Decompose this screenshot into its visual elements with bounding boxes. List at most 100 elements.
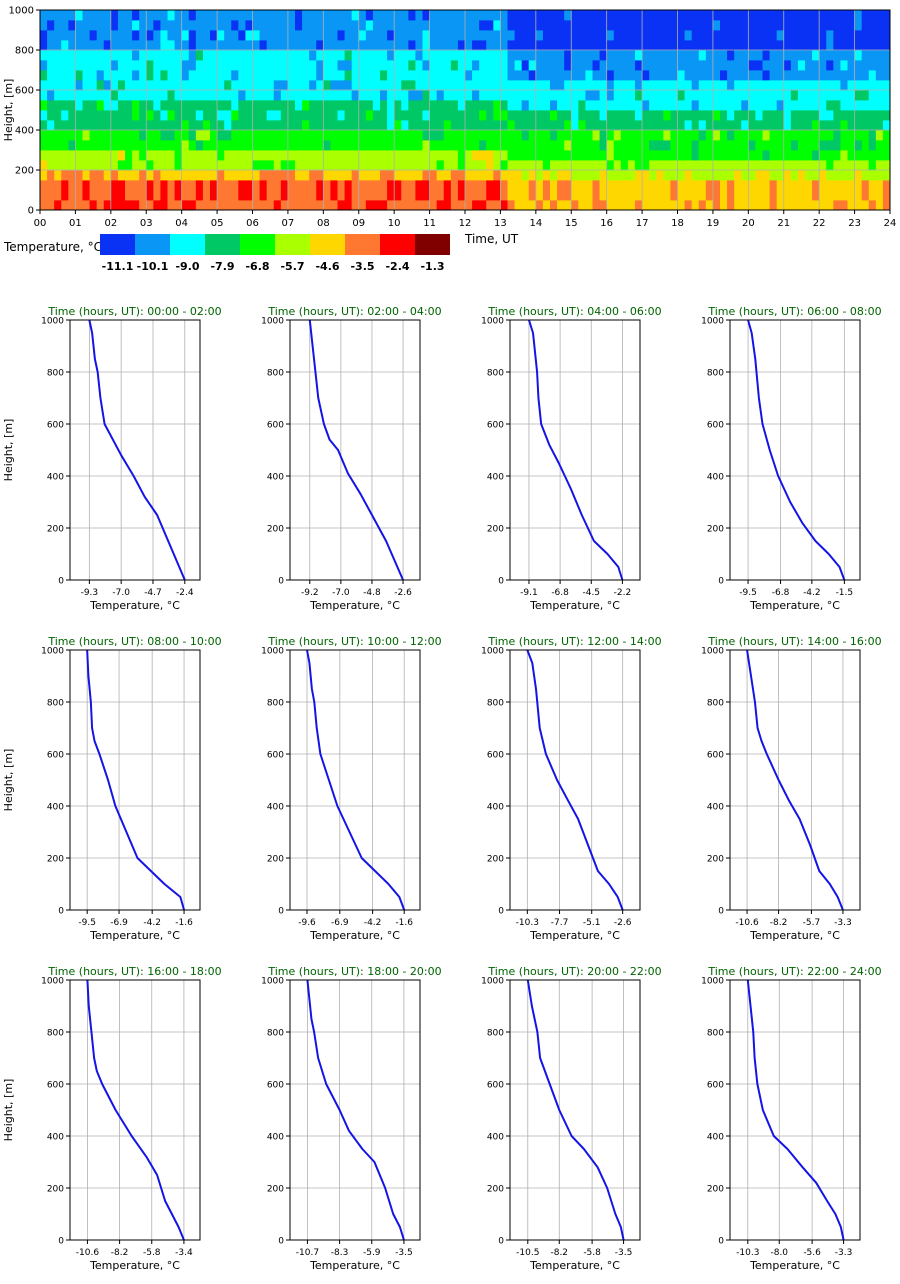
heatmap-cell: [635, 130, 643, 141]
x-tick-label: -6.8: [551, 588, 569, 598]
heatmap-cell: [125, 30, 133, 41]
heatmap-cell: [847, 70, 855, 81]
heatmap-cell: [819, 120, 827, 131]
heatmap-cell: [82, 30, 90, 41]
chart-title: Time (hours, UT): 22:00 - 24:00: [707, 965, 881, 978]
heatmap-cell: [493, 90, 501, 101]
heatmap-cell: [295, 80, 303, 91]
heatmap-cell: [542, 30, 551, 41]
heatmap-cell: [365, 100, 374, 111]
heatmap-cell: [521, 40, 530, 51]
heatmap-cell: [117, 170, 126, 181]
heatmap-cell: [302, 100, 310, 111]
heatmap-cell: [47, 90, 55, 101]
heatmap-cell: [365, 150, 374, 161]
heatmap-cell: [323, 160, 331, 171]
y-tick-label: 0: [278, 577, 284, 587]
heatmap-cell: [812, 60, 820, 71]
heatmap-cell: [812, 110, 820, 121]
heatmap-cell: [762, 10, 770, 21]
heatmap-cell: [868, 200, 877, 211]
heatmap-cell: [670, 80, 678, 91]
heatmap-cell: [344, 100, 353, 111]
heatmap-cell: [139, 70, 147, 81]
heatmap-cell: [748, 150, 756, 161]
heatmap-cell: [96, 60, 105, 71]
heatmap-cell: [181, 10, 190, 21]
y-tick-label: 200: [487, 1185, 504, 1195]
heatmap-cell: [642, 60, 650, 71]
heatmap-cell: [805, 110, 813, 121]
heatmap-cell: [174, 140, 183, 151]
heatmap-cell: [436, 20, 445, 31]
heatmap-cell: [472, 160, 480, 171]
heatmap-cell: [472, 200, 480, 211]
heatmap-cell: [266, 160, 275, 171]
heatmap-cell: [691, 150, 700, 161]
heatmap-cell: [833, 160, 841, 171]
heatmap-cell: [323, 170, 331, 181]
heatmap-cell: [259, 80, 268, 91]
heatmap-cell: [790, 160, 799, 171]
heatmap-cell: [635, 30, 643, 41]
heatmap-cell: [656, 180, 664, 201]
heatmap-cell: [450, 40, 459, 51]
heatmap-cell: [854, 170, 863, 181]
heatmap-cell: [365, 40, 374, 51]
x-tick-label: -10.6: [735, 918, 759, 928]
heatmap-cell: [727, 70, 735, 81]
x-tick-label: 18: [671, 218, 684, 229]
x-tick-label: 15: [565, 218, 578, 229]
heatmap-cell: [698, 90, 707, 101]
heatmap-cell: [125, 180, 133, 201]
heatmap-cell: [521, 140, 530, 151]
heatmap-cell: [245, 10, 253, 21]
heatmap-cell: [316, 200, 324, 211]
x-tick-label: -2.4: [176, 588, 194, 598]
heatmap-cell: [826, 140, 834, 151]
heatmap-cell: [599, 50, 608, 61]
heatmap-cell: [599, 10, 608, 21]
heatmap-cell: [493, 120, 501, 131]
heatmap-cell: [812, 170, 820, 181]
heatmap-cell: [330, 140, 338, 151]
heatmap-cell: [259, 200, 268, 211]
y-tick-label: 800: [47, 1029, 64, 1039]
y-tick-label: 400: [487, 1133, 504, 1143]
heatmap-cell: [450, 160, 459, 171]
heatmap-cell: [415, 110, 423, 121]
heatmap-cell: [465, 110, 473, 121]
heatmap-cell: [372, 30, 381, 41]
heatmap-cell: [663, 200, 671, 211]
heatmap-cell: [47, 30, 55, 41]
heatmap-cell: [450, 150, 459, 161]
heatmap-cell: [691, 60, 700, 71]
heatmap-cell: [755, 130, 763, 141]
heatmap-cell: [642, 50, 650, 61]
heatmap-cell: [620, 10, 629, 21]
heatmap-cell: [705, 160, 714, 171]
heatmap-cell: [663, 140, 671, 151]
heatmap-cell: [847, 50, 855, 61]
y-tick-label: 200: [707, 1185, 724, 1195]
heatmap-cell: [40, 50, 48, 61]
heatmap-cell: [245, 90, 253, 101]
heatmap-cell: [557, 100, 565, 111]
heatmap-cell: [245, 150, 253, 161]
heatmap-cell: [783, 200, 792, 211]
heatmap-cell: [110, 180, 119, 201]
x-tick-label: -1.5: [836, 588, 854, 598]
heatmap-cell: [528, 180, 537, 201]
heatmap-cell: [734, 40, 742, 51]
heatmap-cell: [727, 20, 735, 31]
heatmap-cell: [528, 80, 537, 91]
heatmap-cell: [776, 10, 785, 21]
heatmap-cell: [882, 130, 891, 141]
heatmap-cell: [776, 60, 785, 71]
heatmap-cell: [139, 30, 147, 41]
heatmap-cell: [847, 40, 855, 51]
heatmap-cell: [472, 50, 480, 61]
heatmap-cell: [316, 90, 324, 101]
heatmap-cell: [75, 20, 83, 31]
heatmap-cell: [457, 170, 466, 181]
